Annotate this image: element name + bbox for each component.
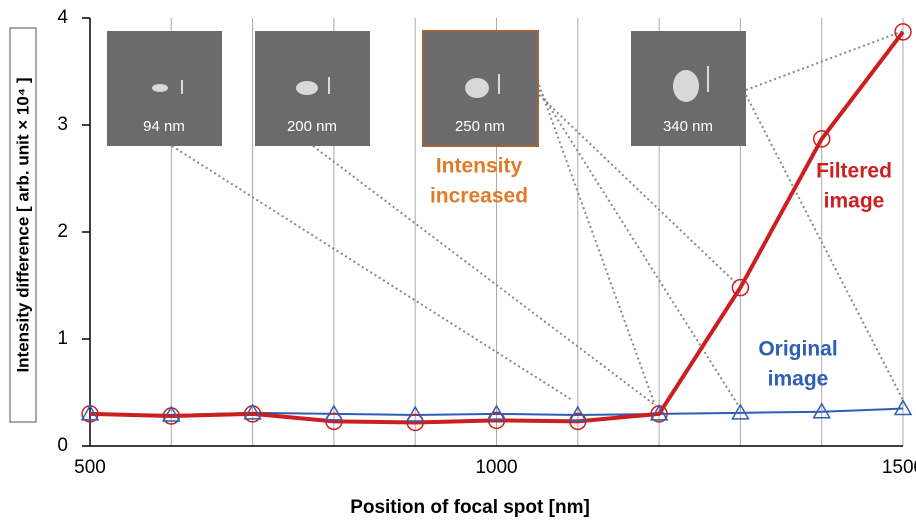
y-tick-label: 0 [57, 435, 68, 456]
x-tick-label: 1500 [882, 457, 916, 478]
series-label: image [768, 368, 829, 391]
inset-label: 250 nm [455, 118, 505, 135]
annotation: Intensity [436, 155, 523, 178]
particle [152, 84, 168, 92]
y-tick-label: 3 [57, 114, 68, 135]
y-tick-label: 4 [57, 7, 68, 28]
particle [673, 70, 699, 102]
annotation: increased [430, 185, 528, 208]
inset-label: 94 nm [143, 118, 185, 135]
series-label: Filtered [816, 160, 892, 183]
series-label: image [824, 190, 885, 213]
y-axis-label: Intensity difference [ arb. unit × 10⁴ ] [13, 77, 32, 372]
chart: Position of focal spot [nm] Intensity di… [0, 0, 916, 526]
y-tick-label: 1 [57, 328, 68, 349]
particle [465, 78, 489, 98]
particle [296, 81, 318, 95]
x-tick-label: 500 [74, 457, 106, 478]
y-tick-label: 2 [57, 221, 68, 242]
x-tick-label: 1000 [475, 457, 517, 478]
inset-label: 340 nm [663, 118, 713, 135]
series-label: Original [758, 338, 837, 361]
inset-label: 200 nm [287, 118, 337, 135]
x-axis-label: Position of focal spot [nm] [350, 497, 590, 518]
